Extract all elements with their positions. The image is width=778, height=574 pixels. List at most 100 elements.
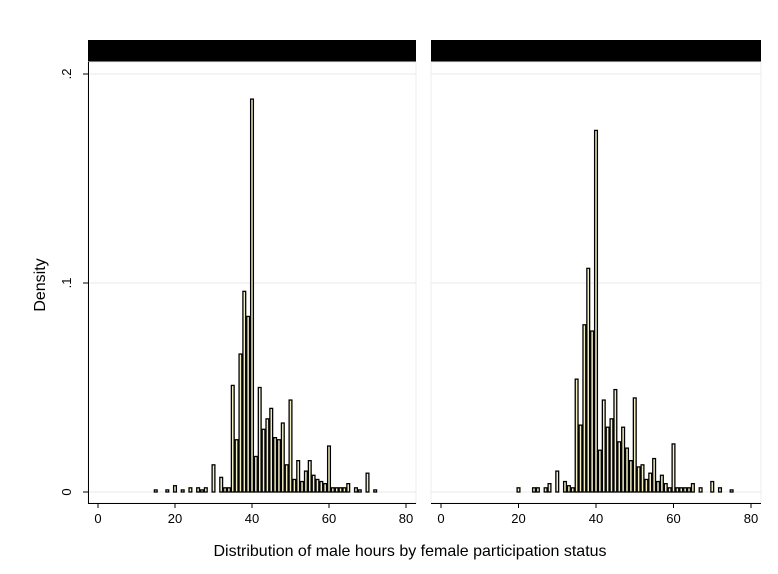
bar-right-45 <box>613 388 618 493</box>
bar-right-56 <box>655 480 661 493</box>
bar-right-32 <box>562 480 568 493</box>
x-tick-label-right-60: 60 <box>666 511 680 526</box>
x-tick-label-right-20: 20 <box>511 511 525 526</box>
bar-right-60 <box>671 443 676 493</box>
bar-right-72 <box>717 487 723 493</box>
bar-left-24 <box>188 487 193 493</box>
bar-left-39 <box>246 315 251 493</box>
bar-right-24 <box>531 487 537 493</box>
bar-right-49 <box>628 459 633 493</box>
x-tick-label-right-80: 80 <box>744 511 758 526</box>
bar-left-70 <box>365 472 370 493</box>
bar-right-52 <box>640 464 645 493</box>
bar-left-58 <box>319 480 324 493</box>
bar-left-51 <box>292 478 297 493</box>
bar-left-68 <box>357 489 362 493</box>
bar-left-36 <box>234 439 239 493</box>
bar-right-47 <box>621 426 626 493</box>
bar-right-62 <box>679 487 684 493</box>
bar-right-59 <box>667 487 672 493</box>
bar-right-48 <box>624 447 630 493</box>
bar-right-20 <box>516 487 521 493</box>
bar-left-35 <box>230 384 235 493</box>
bar-right-30 <box>555 470 560 493</box>
bar-left-28 <box>203 487 208 493</box>
bar-left-15 <box>153 489 158 493</box>
bar-left-45 <box>269 407 274 493</box>
bar-right-39 <box>590 330 595 493</box>
bar-right-70 <box>710 480 715 493</box>
bar-right-50 <box>632 397 637 493</box>
bar-left-47 <box>276 439 281 493</box>
bar-right-40 <box>593 129 599 493</box>
bar-left-42 <box>257 386 262 493</box>
bar-right-44 <box>609 418 614 493</box>
bar-left-67 <box>353 487 358 493</box>
bar-left-26 <box>196 487 201 493</box>
bar-right-42 <box>601 399 606 493</box>
bar-right-35 <box>574 378 579 493</box>
bar-right-46 <box>617 441 622 493</box>
bar-right-43 <box>605 426 610 493</box>
bar-left-30 <box>211 464 216 493</box>
bar-left-50 <box>288 399 293 493</box>
bar-left-52 <box>296 459 301 493</box>
x-tick-label-left-20: 20 <box>168 511 182 526</box>
bar-right-25 <box>535 487 540 493</box>
bar-left-38 <box>242 290 247 493</box>
bar-left-56 <box>311 474 316 493</box>
bar-right-38 <box>586 267 591 493</box>
bar-left-60 <box>326 445 332 493</box>
bar-left-59 <box>323 482 328 493</box>
bar-left-18 <box>165 489 170 493</box>
bar-left-33 <box>223 487 228 493</box>
bar-left-65 <box>346 482 351 493</box>
bar-right-61 <box>675 487 680 493</box>
bar-right-58 <box>663 482 668 493</box>
bar-right-34 <box>570 487 575 493</box>
bar-right-64 <box>686 487 692 493</box>
bar-left-22 <box>180 489 185 493</box>
bar-left-32 <box>219 476 224 493</box>
bars <box>153 98 734 493</box>
bar-left-57 <box>315 478 320 493</box>
bar-left-61 <box>330 487 335 493</box>
bar-right-67 <box>698 487 703 493</box>
bar-right-51 <box>636 466 641 493</box>
panel-strip-left <box>88 40 416 62</box>
bar-left-40 <box>249 98 255 493</box>
bar-left-48 <box>280 422 285 493</box>
y-tick-label-1: .1 <box>59 278 74 289</box>
x-tick-label-left-80: 80 <box>399 511 413 526</box>
y-tick-label-0: 0 <box>59 488 74 495</box>
bar-left-41 <box>253 455 258 493</box>
bar-left-37 <box>238 353 243 493</box>
bar-left-62 <box>334 487 339 493</box>
bar-right-53 <box>644 478 649 493</box>
bar-right-27 <box>543 487 548 493</box>
bar-right-75 <box>729 489 734 493</box>
bar-left-34 <box>226 487 231 493</box>
y-tick-label-2: .2 <box>59 69 74 80</box>
bar-right-57 <box>659 474 664 493</box>
bar-right-63 <box>683 487 688 493</box>
bar-left-63 <box>338 487 343 493</box>
bar-left-43 <box>261 428 266 493</box>
bar-left-72 <box>373 489 378 493</box>
bar-right-55 <box>652 457 657 493</box>
bar-left-54 <box>303 470 308 493</box>
bar-left-49 <box>284 464 289 493</box>
bar-left-27 <box>199 489 204 493</box>
bar-left-44 <box>265 418 270 493</box>
bar-left-46 <box>273 437 278 493</box>
bar-right-41 <box>597 449 602 493</box>
x-tick-label-left-0: 0 <box>94 511 101 526</box>
axes: 0 20 40 60 80 0 .1 .2 0 20 40 60 80 <box>59 62 761 526</box>
x-axis-label: Distribution of male hours by female par… <box>213 543 606 560</box>
x-tick-label-left-60: 60 <box>322 511 336 526</box>
bar-right-33 <box>566 485 571 493</box>
bar-right-28 <box>547 482 552 493</box>
x-tick-label-right-0: 0 <box>437 511 444 526</box>
